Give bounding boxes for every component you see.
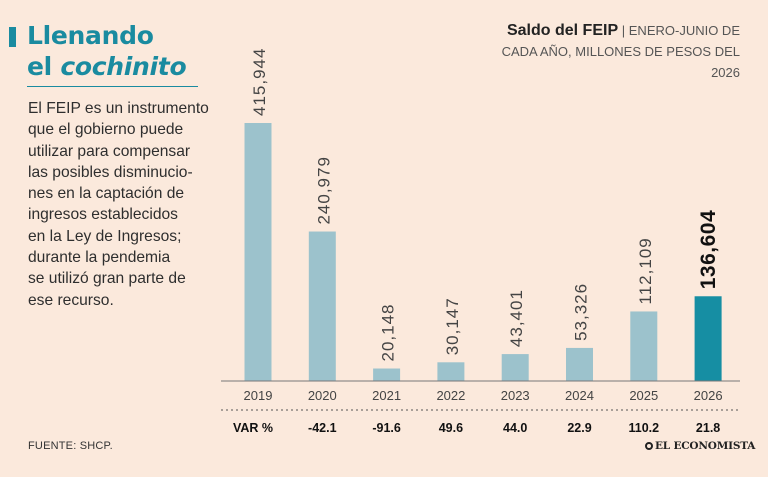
bar-value-label: 240,979	[314, 156, 333, 224]
chart-title: Saldo del FEIP | ENERO-JUNIO DE CADA AÑO…	[500, 20, 740, 83]
chart-title-rest: ENERO-JUNIO DE CADA AÑO, MILLONES DE PES…	[501, 23, 740, 80]
x-tick-label: 2026	[694, 388, 723, 403]
description-line: se utilizó gran parte de	[28, 270, 186, 288]
source-note: FUENTE: SHCP.	[28, 440, 113, 452]
x-tick-label: 2025	[629, 388, 658, 403]
x-tick-label: 2021	[372, 388, 401, 403]
description-line: ingresos establecidos	[28, 206, 178, 224]
bar	[694, 296, 722, 381]
x-tick-label: 2024	[565, 388, 594, 403]
description-line: utilizar para compensar	[28, 142, 191, 160]
description: El FEIP es un instrumento que el gobierno…	[28, 98, 209, 311]
var-value: 110.2	[629, 421, 660, 435]
logo-text: EL ECONOMISTA	[655, 440, 756, 452]
bar-value-label: 20,148	[379, 304, 398, 362]
var-value: -42.1	[308, 421, 337, 435]
description-line: El FEIP es un instrumento	[28, 100, 209, 117]
headline-accent-bar	[9, 27, 16, 47]
logo: EL ECONOMISTA	[645, 440, 755, 452]
bar	[566, 347, 593, 381]
logo-icon	[645, 442, 653, 450]
bar	[501, 354, 529, 381]
chart-title-separator: |	[621, 23, 626, 38]
var-value: 49.6	[439, 421, 463, 435]
bar	[437, 362, 465, 381]
bar-value-label: 136,604	[697, 210, 720, 289]
bar-value-label: 112,109	[636, 237, 655, 304]
var-label: VAR %	[233, 421, 273, 435]
description-line: ese recurso.	[28, 291, 114, 309]
chart-title-bold: Saldo del FEIP	[506, 22, 619, 39]
x-tick-label: 2020	[308, 388, 337, 403]
headline-line2: el cochinito	[27, 51, 217, 82]
bar-value-label: 53,326	[572, 283, 591, 341]
var-value: 22.9	[567, 421, 591, 435]
headline-line1: Llenando	[27, 21, 154, 50]
bar	[244, 123, 272, 381]
x-tick-label: 2023	[501, 388, 530, 403]
var-value: 44.0	[503, 421, 527, 435]
headline-line2-italic: cochinito	[60, 52, 187, 81]
description-line: nes en la captación de	[28, 185, 185, 203]
var-value: 21.8	[696, 421, 720, 435]
bar-value-label: 30,147	[443, 297, 462, 355]
x-tick-label: 2019	[244, 388, 273, 403]
bar	[308, 231, 336, 381]
description-line: que el gobierno puede	[28, 121, 184, 139]
headline: Llenando el cochinito	[27, 20, 217, 82]
description-line: las posibles disminucio-	[28, 163, 193, 181]
description-line: en la Ley de Ingresos;	[28, 227, 182, 245]
bar-value-label: 415,944	[250, 48, 269, 116]
bar	[373, 368, 401, 381]
x-tick-label: 2022	[436, 388, 465, 403]
description-line: durante la pendemia	[28, 249, 171, 267]
bar	[630, 311, 658, 381]
headline-rule	[27, 86, 198, 87]
headline-line2-plain: el	[27, 52, 61, 81]
bar-value-label: 43,401	[507, 289, 526, 347]
var-value: -91.6	[372, 421, 401, 435]
